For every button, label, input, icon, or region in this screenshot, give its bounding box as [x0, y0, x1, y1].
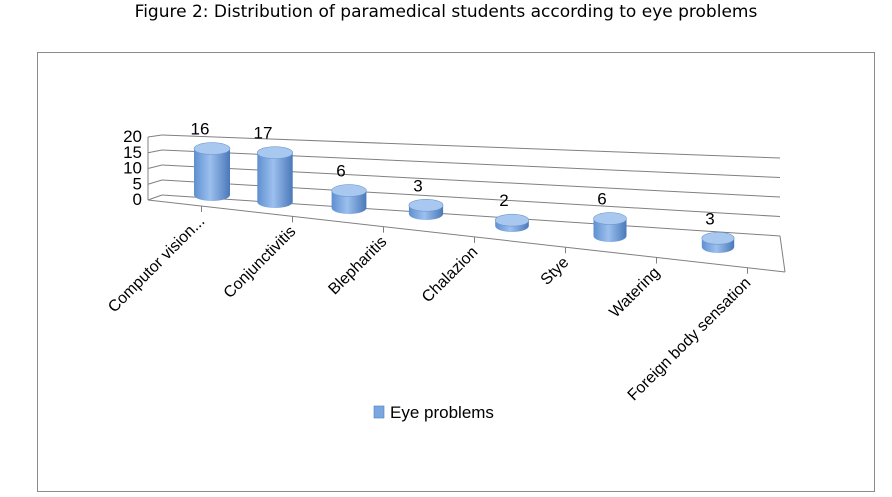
legend-swatch — [373, 405, 385, 419]
y-tick-label: 0 — [133, 190, 142, 209]
data-label: 6 — [597, 190, 606, 209]
bar-top — [494, 213, 530, 227]
floor-right-edge — [779, 235, 786, 273]
category-label: Watering — [606, 264, 663, 321]
gridline — [161, 179, 781, 217]
y-tick-label: 20 — [123, 127, 142, 146]
gridline — [161, 164, 781, 198]
legend-label: Eye problems — [390, 403, 494, 422]
y-tick — [147, 179, 163, 185]
bar-top — [256, 146, 293, 159]
data-label: 3 — [705, 209, 714, 228]
y-tick — [147, 134, 163, 138]
y-tick-label: 10 — [123, 159, 142, 178]
category-label: Stye — [538, 254, 573, 289]
bar-top — [593, 212, 627, 225]
y-tick-label: 15 — [123, 143, 142, 162]
bar-cylinder — [194, 148, 230, 201]
category-label: Computor vision... — [105, 213, 208, 316]
data-label: 3 — [413, 176, 422, 195]
bar-cylinder — [593, 218, 627, 243]
bar-top — [331, 184, 367, 197]
chart-title: Figure 2: Distribution of paramedical st… — [134, 2, 758, 22]
category-label: Conjunctivitis — [221, 223, 300, 302]
x-axis-front — [147, 199, 786, 273]
y-tick — [147, 164, 163, 169]
y-tick-label: 5 — [133, 174, 142, 193]
bar-cylinder — [331, 190, 367, 214]
category-label: Chalazion — [419, 244, 481, 306]
data-label: 2 — [499, 191, 508, 210]
category-label: Blepharitis — [325, 233, 390, 298]
data-label: 6 — [336, 162, 345, 181]
bar-top — [193, 142, 231, 155]
data-label: 17 — [254, 124, 273, 143]
chart-frame — [37, 52, 875, 492]
y-tick — [147, 194, 163, 201]
gridline — [161, 134, 781, 159]
bar-top — [701, 232, 735, 245]
y-tick — [147, 149, 163, 154]
gridline — [161, 194, 781, 237]
bar-top — [408, 199, 444, 212]
data-label: 16 — [191, 120, 210, 139]
bar-cylinder — [257, 152, 293, 208]
